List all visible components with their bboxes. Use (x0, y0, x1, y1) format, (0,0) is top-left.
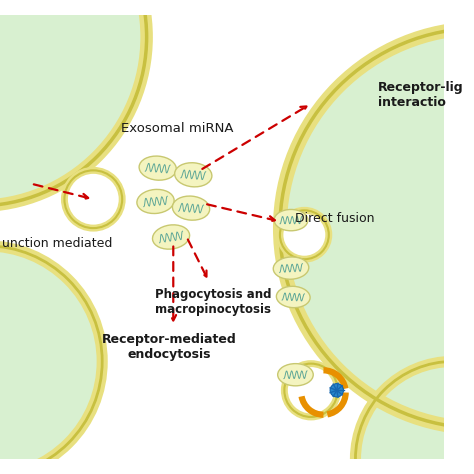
Text: Exosomal miRNA: Exosomal miRNA (121, 122, 234, 135)
Text: unction mediated: unction mediated (2, 237, 113, 250)
Circle shape (280, 210, 329, 259)
Circle shape (356, 361, 474, 474)
Ellipse shape (273, 257, 309, 279)
Ellipse shape (137, 190, 174, 213)
Circle shape (330, 383, 344, 397)
Ellipse shape (274, 210, 308, 231)
Ellipse shape (173, 196, 210, 220)
Circle shape (280, 28, 474, 428)
Ellipse shape (278, 364, 313, 386)
Text: Receptor-lig
interactio: Receptor-lig interactio (378, 82, 463, 109)
Circle shape (64, 170, 122, 228)
Circle shape (0, 0, 146, 206)
Text: Phagocytosis and
macropinocytosis: Phagocytosis and macropinocytosis (155, 288, 272, 316)
Text: Receptor-mediated
endocytosis: Receptor-mediated endocytosis (101, 333, 236, 361)
Ellipse shape (276, 286, 310, 308)
Circle shape (0, 246, 102, 474)
Text: Direct fusion: Direct fusion (295, 212, 375, 225)
Circle shape (284, 364, 337, 417)
Ellipse shape (174, 163, 212, 187)
Ellipse shape (139, 156, 176, 180)
Ellipse shape (153, 225, 190, 249)
